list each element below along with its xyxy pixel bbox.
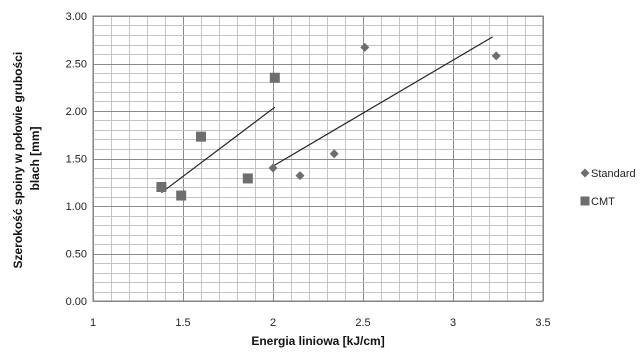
y-tick-label: 0.00 — [66, 296, 87, 308]
legend-label-cmt: CMT — [591, 196, 615, 208]
legend-marker-square — [580, 196, 590, 206]
data-point-cmt — [242, 173, 253, 184]
x-tick-label: 3 — [450, 317, 456, 329]
x-axis-ticks: 1 1.5 2 2.5 3 3.5 — [90, 317, 551, 329]
x-tick-label: 2.5 — [355, 317, 370, 329]
data-point-standard — [491, 51, 501, 61]
data-point-standard — [268, 163, 278, 173]
x-axis-title: Energia liniowa [kJ/cm] — [251, 334, 384, 348]
x-tick-label: 1.5 — [175, 317, 190, 329]
x-tick-label: 1 — [90, 317, 96, 329]
legend-item-standard: Standard — [580, 168, 636, 180]
data-point-cmt — [176, 190, 187, 201]
y-tick-label: 1.00 — [66, 201, 87, 213]
y-tick-label: 3.00 — [66, 11, 87, 23]
plot-area-frame — [92, 15, 544, 302]
x-tick-label: 3.5 — [535, 317, 550, 329]
legend-marker-diamond — [580, 168, 590, 178]
data-point-cmt — [196, 131, 206, 142]
trendline-standard — [272, 36, 493, 167]
y-tick-label: 1.50 — [66, 154, 87, 166]
y-axis-ticks: 0.00 0.50 1.00 1.50 2.00 2.50 3.00 — [66, 11, 87, 308]
data-point-cmt — [269, 72, 280, 83]
data-points — [156, 42, 501, 201]
trendline-cmt — [161, 106, 276, 194]
legend-label-standard: Standard — [591, 168, 636, 180]
y-axis-title-line-1: Szerokość spoiny w połowie grubości — [11, 52, 25, 269]
data-point-standard — [329, 149, 339, 159]
y-tick-label: 2.50 — [66, 59, 87, 71]
legend: Standard CMT — [580, 168, 636, 208]
y-axis-title: Szerokość spoiny w połowie grubości blac… — [11, 48, 42, 268]
trendlines — [161, 36, 493, 194]
data-point-cmt — [156, 182, 167, 192]
x-tick-label: 2 — [270, 317, 276, 329]
y-tick-label: 0.50 — [66, 249, 87, 261]
data-point-standard — [360, 42, 370, 52]
data-point-standard — [295, 171, 305, 181]
gridlines — [93, 16, 544, 302]
y-axis-title-line-2: blach [mm] — [28, 126, 42, 190]
legend-item-cmt: CMT — [580, 196, 615, 208]
y-tick-label: 2.00 — [66, 106, 87, 118]
